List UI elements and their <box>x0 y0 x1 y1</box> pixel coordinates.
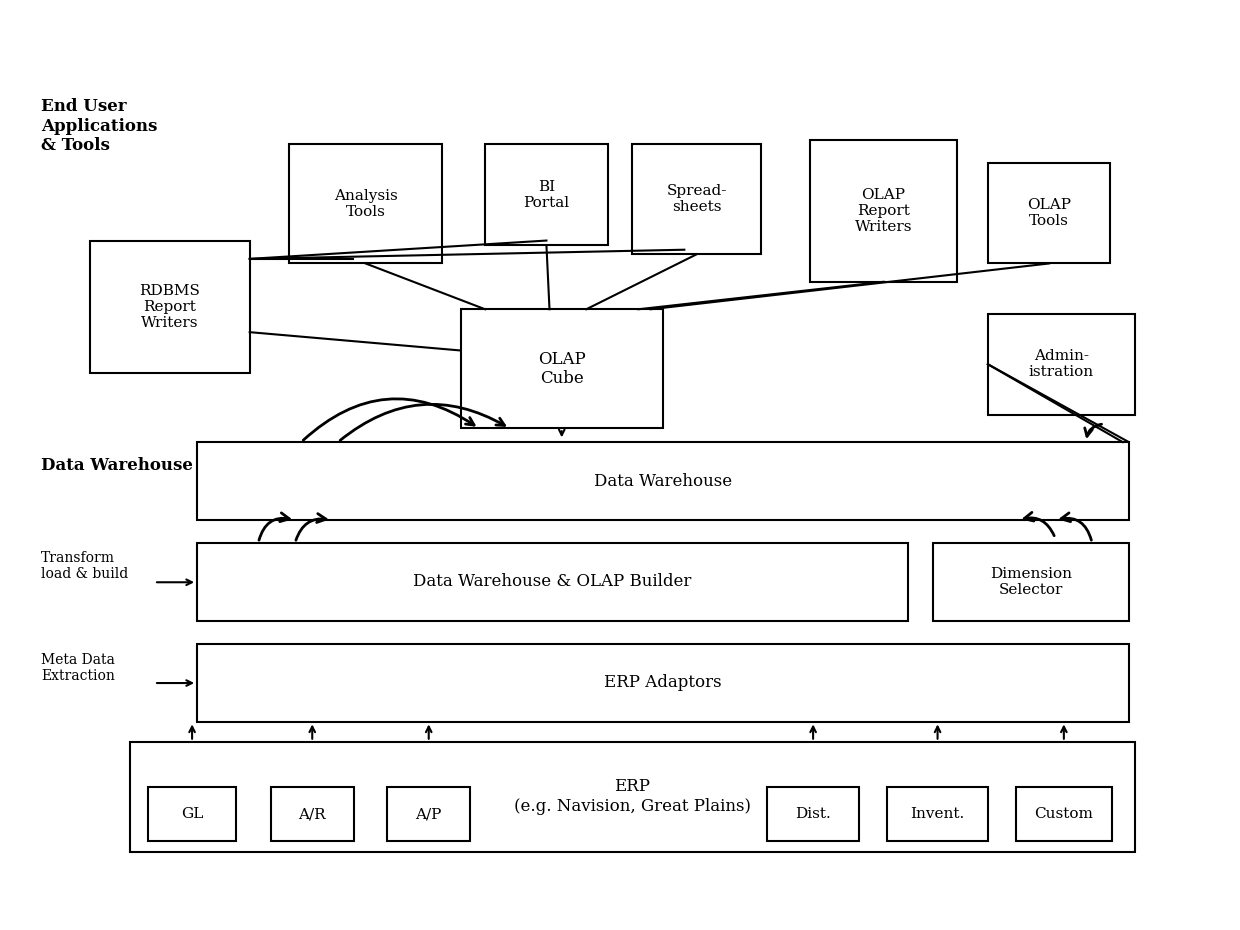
FancyBboxPatch shape <box>888 788 988 841</box>
FancyBboxPatch shape <box>460 310 663 429</box>
Text: Data Warehouse: Data Warehouse <box>594 472 732 489</box>
Text: BI
Portal: BI Portal <box>523 179 569 210</box>
FancyBboxPatch shape <box>129 741 1135 852</box>
Text: Dimension
Selector: Dimension Selector <box>990 566 1071 597</box>
Text: A/R: A/R <box>299 807 326 821</box>
Text: Dist.: Dist. <box>795 807 831 821</box>
FancyBboxPatch shape <box>197 442 1128 520</box>
FancyBboxPatch shape <box>988 313 1135 415</box>
Text: A/P: A/P <box>415 807 441 821</box>
FancyBboxPatch shape <box>197 543 908 620</box>
Text: RDBMS
Report
Writers: RDBMS Report Writers <box>140 284 201 330</box>
FancyBboxPatch shape <box>289 144 443 263</box>
FancyBboxPatch shape <box>387 788 470 841</box>
FancyBboxPatch shape <box>932 543 1128 620</box>
Text: OLAP
Report
Writers: OLAP Report Writers <box>854 188 913 234</box>
Text: Data Warehouse: Data Warehouse <box>41 457 193 473</box>
FancyBboxPatch shape <box>810 140 957 282</box>
Text: Data Warehouse & OLAP Builder: Data Warehouse & OLAP Builder <box>413 573 692 591</box>
Text: GL: GL <box>181 807 203 821</box>
FancyBboxPatch shape <box>768 788 859 841</box>
FancyBboxPatch shape <box>1016 788 1112 841</box>
FancyBboxPatch shape <box>91 241 249 373</box>
Text: Analysis
Tools: Analysis Tools <box>334 189 398 219</box>
Text: ERP Adaptors: ERP Adaptors <box>604 674 722 691</box>
FancyBboxPatch shape <box>485 144 608 246</box>
FancyBboxPatch shape <box>632 144 761 254</box>
Text: Admin-
istration: Admin- istration <box>1029 349 1094 379</box>
FancyBboxPatch shape <box>197 644 1128 722</box>
FancyBboxPatch shape <box>148 788 237 841</box>
Text: Invent.: Invent. <box>910 807 965 821</box>
Text: Transform
load & build: Transform load & build <box>41 551 129 581</box>
Text: Meta Data
Extraction: Meta Data Extraction <box>41 653 115 684</box>
Text: Spread-
sheets: Spread- sheets <box>666 184 727 215</box>
FancyBboxPatch shape <box>988 163 1111 263</box>
Text: End User
Applications
& Tools: End User Applications & Tools <box>41 98 157 154</box>
Text: Custom: Custom <box>1034 807 1094 821</box>
FancyBboxPatch shape <box>270 788 353 841</box>
Text: OLAP
Tools: OLAP Tools <box>1027 198 1071 228</box>
Text: ERP
(e.g. Navision, Great Plains): ERP (e.g. Navision, Great Plains) <box>513 778 750 815</box>
Text: OLAP
Cube: OLAP Cube <box>538 351 585 387</box>
